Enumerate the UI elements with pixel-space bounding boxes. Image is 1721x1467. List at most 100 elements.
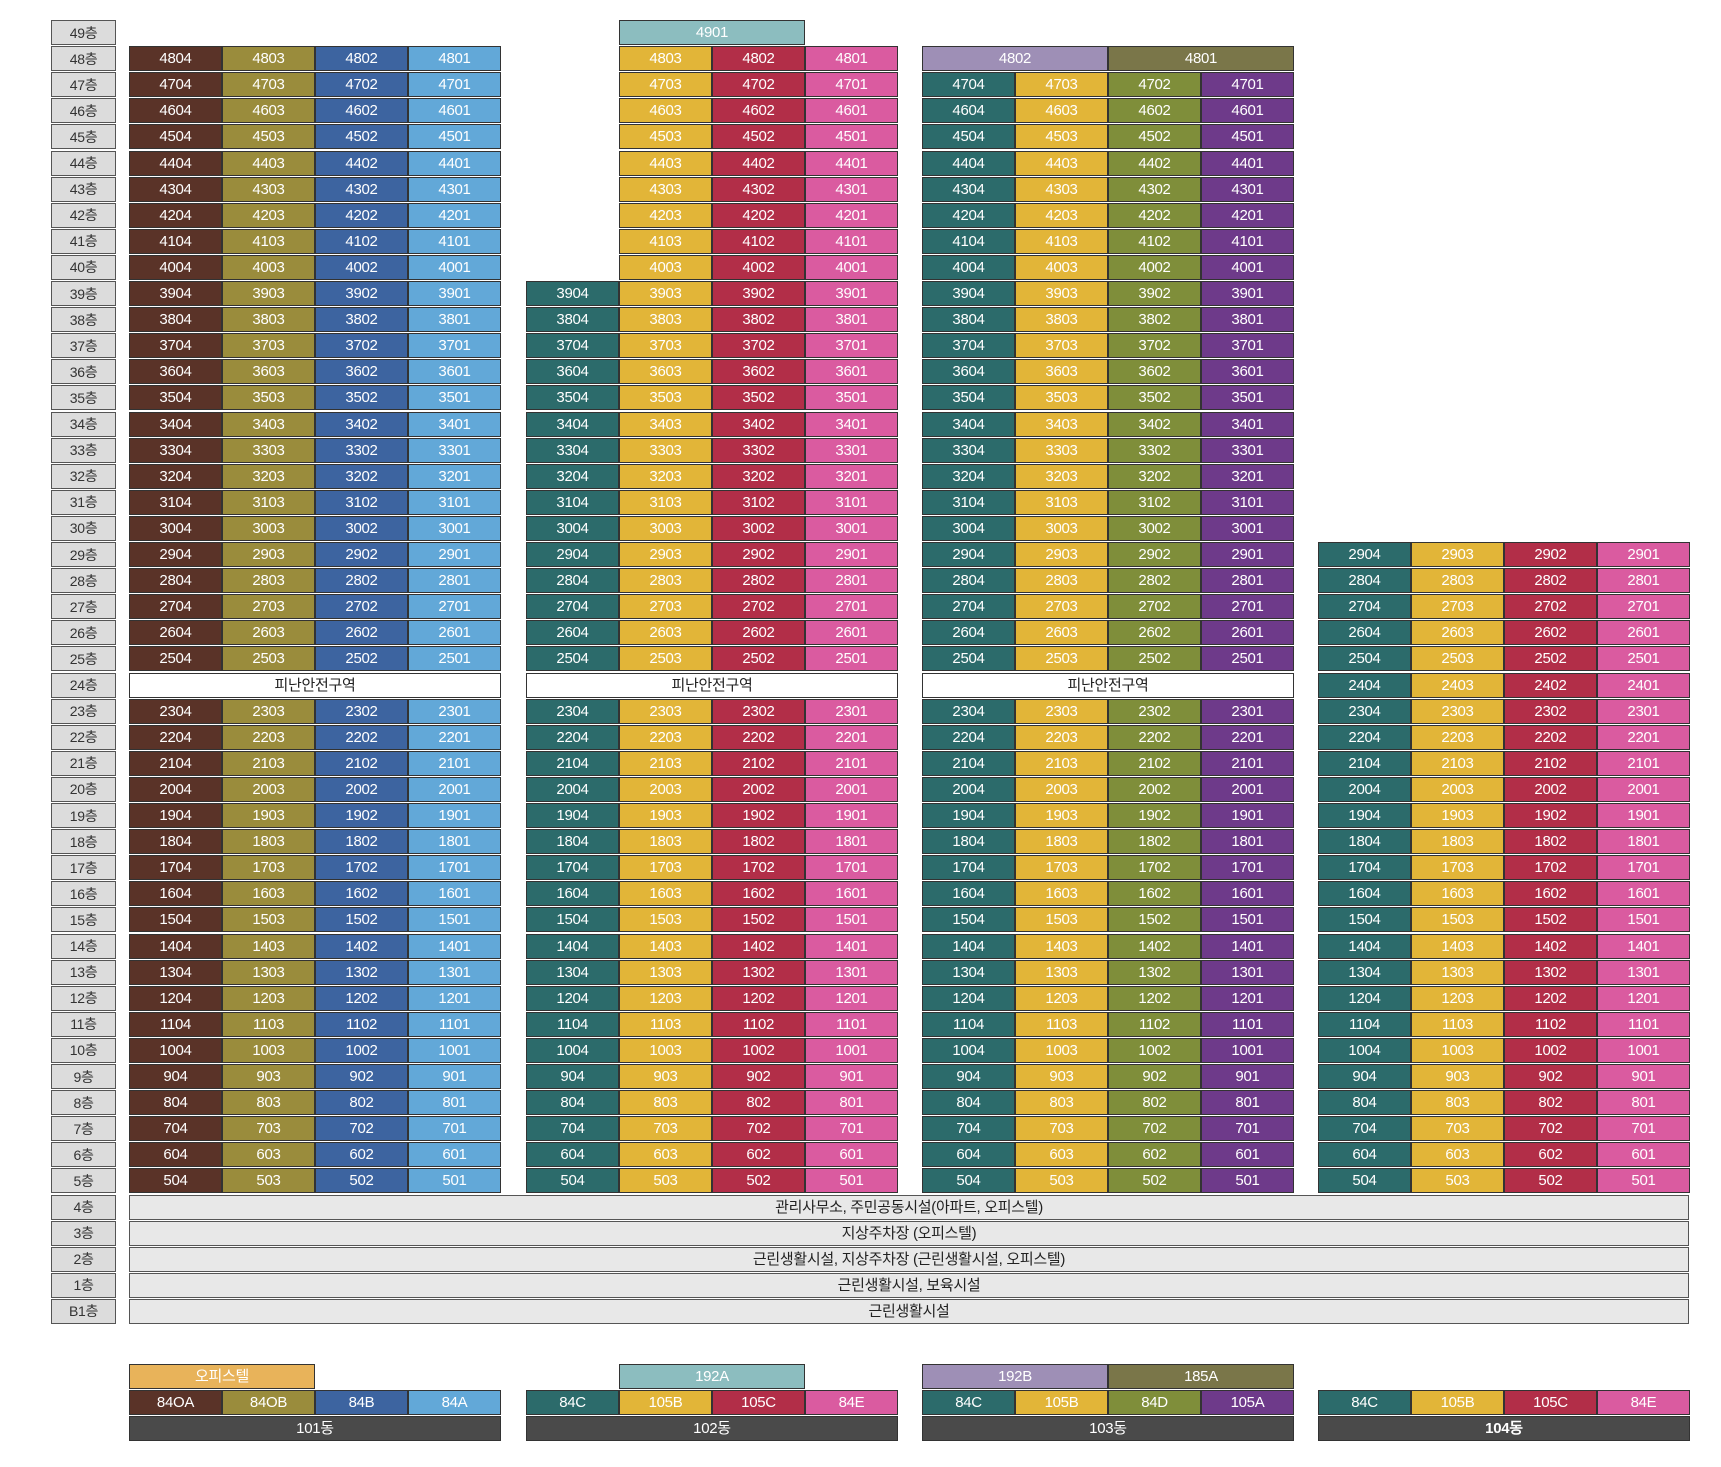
- unit-cell: 1404: [1318, 933, 1411, 959]
- floor-label: 5층: [51, 1168, 116, 1194]
- common-facility: 근린생활시설, 보육시설: [129, 1272, 1689, 1298]
- unit-cell: 2003: [1015, 776, 1108, 802]
- unit-cell: 3404: [922, 411, 1015, 437]
- floor-label: 31층: [51, 489, 116, 515]
- unit-cell: 4803: [619, 46, 712, 72]
- unit-cell: 4603: [1015, 98, 1108, 124]
- unit-cell: 3104: [526, 489, 619, 515]
- unit-cell: 2103: [222, 750, 315, 776]
- unit-cell: 1402: [1504, 933, 1597, 959]
- unit-cell: 2004: [1318, 776, 1411, 802]
- floor-label: 39층: [51, 281, 116, 306]
- unit-cell: 3701: [1201, 333, 1294, 359]
- unit-cell: 4501: [805, 124, 898, 150]
- unit-cell: 703: [619, 1116, 712, 1142]
- unit-cell: 802: [315, 1090, 408, 1116]
- unit-cell: 3302: [1108, 437, 1201, 463]
- unit-cell: 2304: [526, 698, 619, 724]
- unit-cell: 1703: [619, 855, 712, 881]
- legend-type: 84E: [805, 1390, 898, 1415]
- unit-cell: 1003: [222, 1037, 315, 1063]
- building-label: 104동: [1318, 1416, 1690, 1441]
- unit-cell: 3002: [1108, 515, 1201, 541]
- unit-cell: 804: [1318, 1090, 1411, 1116]
- unit-cell: 2502: [1504, 646, 1597, 672]
- unit-cell: 1902: [315, 803, 408, 828]
- unit-cell: 2303: [1411, 698, 1504, 724]
- unit-cell: 1302: [712, 959, 805, 985]
- unit-cell: 2501: [805, 646, 898, 672]
- unit-cell: 3301: [805, 437, 898, 463]
- unit-cell: 1903: [222, 803, 315, 828]
- unit-cell: 3601: [805, 359, 898, 385]
- unit-cell: 3602: [1108, 359, 1201, 385]
- unit-cell: 2301: [408, 698, 501, 724]
- unit-cell: 2903: [619, 542, 712, 567]
- unit-cell: 901: [1597, 1064, 1690, 1089]
- unit-cell: 601: [408, 1142, 501, 1168]
- unit-cell: 704: [526, 1116, 619, 1142]
- unit-cell: 2702: [1108, 594, 1201, 620]
- unit-cell: 1701: [1597, 855, 1690, 881]
- unit-cell: 1303: [1015, 959, 1108, 985]
- unit-cell: 1004: [1318, 1037, 1411, 1063]
- unit-cell: 3704: [526, 333, 619, 359]
- unit-cell: 702: [1108, 1116, 1201, 1142]
- unit-cell: 1404: [526, 933, 619, 959]
- unit-cell: 1902: [1108, 803, 1201, 828]
- unit-cell: 2202: [315, 724, 408, 750]
- unit-cell: 701: [1201, 1116, 1294, 1142]
- unit-cell: 3003: [1015, 515, 1108, 541]
- floor-label: 46층: [51, 98, 116, 124]
- unit-cell: 3504: [129, 385, 222, 411]
- unit-cell: 3901: [1201, 281, 1294, 306]
- unit-cell: 1602: [1504, 881, 1597, 907]
- floor-label: 44층: [51, 150, 116, 176]
- unit-cell: 1802: [315, 829, 408, 855]
- unit-cell: 4503: [619, 124, 712, 150]
- unit-cell: 2002: [315, 776, 408, 802]
- unit-cell: 4201: [408, 202, 501, 228]
- unit-cell: 3104: [922, 489, 1015, 515]
- unit-cell: 902: [1504, 1064, 1597, 1089]
- floor-label: 29층: [51, 542, 116, 567]
- unit-cell: 3002: [315, 515, 408, 541]
- unit-cell: 1804: [526, 829, 619, 855]
- unit-cell: 1401: [408, 933, 501, 959]
- common-facility: 관리사무소, 주민공동시설(아파트, 오피스텔): [129, 1194, 1689, 1220]
- unit-cell: 3801: [408, 307, 501, 333]
- unit-cell: 2501: [1201, 646, 1294, 672]
- unit-cell: 1902: [1504, 803, 1597, 828]
- unit-cell: 1901: [1597, 803, 1690, 828]
- unit-cell: 3104: [129, 489, 222, 515]
- unit-cell: 2402: [1504, 672, 1597, 698]
- unit-cell: 1501: [1201, 907, 1294, 933]
- common-facility: 근린생활시설: [129, 1298, 1689, 1324]
- unit-cell: 2503: [619, 646, 712, 672]
- unit-cell: 4202: [1108, 202, 1201, 228]
- unit-cell: 1801: [805, 829, 898, 855]
- unit-cell: 2503: [222, 646, 315, 672]
- unit-cell: 2002: [1504, 776, 1597, 802]
- floor-label: 26층: [51, 620, 116, 646]
- unit-cell: 1201: [1201, 985, 1294, 1011]
- unit-cell: 1804: [129, 829, 222, 855]
- unit-cell: 3802: [1108, 307, 1201, 333]
- unit-cell: 2604: [129, 620, 222, 646]
- unit-cell: 4002: [712, 254, 805, 280]
- unit-cell: 1104: [526, 1011, 619, 1037]
- unit-cell: 4003: [1015, 254, 1108, 280]
- unit-cell: 2504: [1318, 646, 1411, 672]
- unit-cell: 2601: [805, 620, 898, 646]
- unit-cell: 1703: [222, 855, 315, 881]
- unit-cell: 3604: [922, 359, 1015, 385]
- floor-label: 25층: [51, 646, 116, 672]
- unit-cell: 4801: [805, 46, 898, 72]
- unit-cell: 1501: [805, 907, 898, 933]
- unit-cell: 3204: [922, 463, 1015, 489]
- legend-type: 84C: [526, 1390, 619, 1415]
- unit-cell: 704: [922, 1116, 1015, 1142]
- unit-cell: 3503: [619, 385, 712, 411]
- unit-cell: 4204: [129, 202, 222, 228]
- unit-cell: 703: [222, 1116, 315, 1142]
